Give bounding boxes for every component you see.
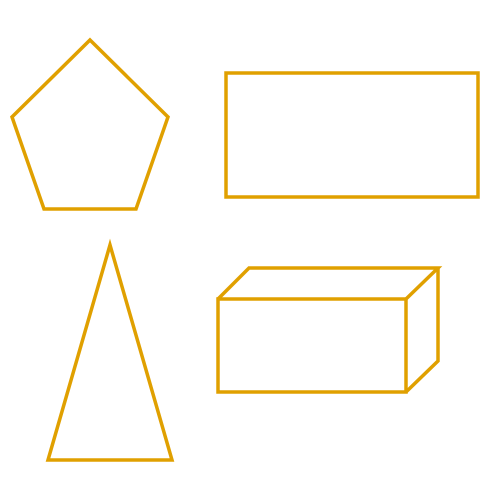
pentagon-outline [9, 37, 171, 211]
prism-top-face [216, 266, 443, 301]
triangle-shape [45, 238, 175, 462]
prism-front-face [216, 297, 408, 394]
pentagon-shape [9, 37, 171, 211]
prism-side-face [404, 268, 440, 394]
rectangle-outline [224, 71, 480, 199]
rectangular-prism-shape [216, 266, 443, 394]
triangle-outline [45, 238, 175, 462]
rectangle-shape [224, 71, 480, 199]
